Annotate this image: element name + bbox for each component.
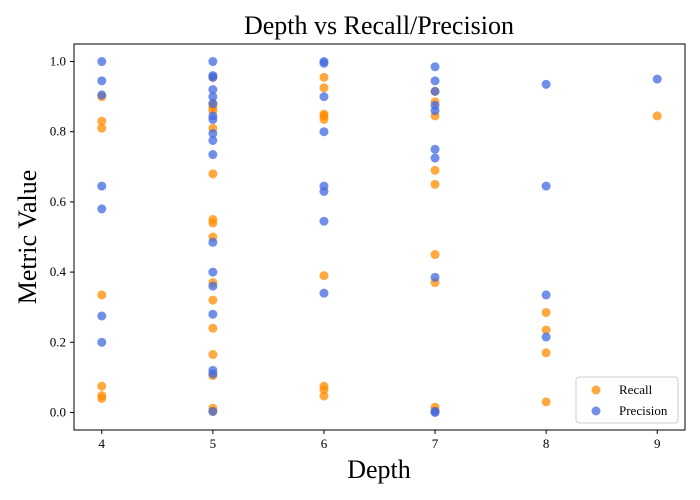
recall-point (541, 325, 551, 335)
precision-point (541, 79, 551, 89)
precision-point (430, 144, 440, 154)
legend-label-precision: Precision (619, 403, 668, 418)
precision-point (208, 99, 218, 109)
x-tick-label: 7 (432, 436, 439, 451)
recall-point (319, 271, 329, 281)
x-tick-label: 5 (210, 436, 217, 451)
precision-point (208, 309, 218, 319)
precision-point (208, 57, 218, 67)
recall-point (541, 397, 551, 407)
x-tick-label: 8 (543, 436, 550, 451)
recall-point (97, 123, 107, 133)
precision-point (208, 114, 218, 124)
precision-point (208, 267, 218, 277)
precision-point (430, 76, 440, 86)
recall-point (541, 307, 551, 317)
recall-point (97, 381, 107, 391)
precision-point (430, 407, 440, 417)
chart-title: Depth vs Recall/Precision (244, 11, 514, 40)
x-tick-label: 9 (654, 436, 661, 451)
precision-point (208, 128, 218, 138)
recall-point (319, 385, 329, 395)
precision-point (652, 74, 662, 84)
recall-point (541, 348, 551, 358)
precision-point (97, 337, 107, 347)
y-tick-label: 0.6 (50, 194, 67, 209)
recall-point (430, 165, 440, 175)
precision-point (430, 272, 440, 282)
precision-point (319, 186, 329, 196)
recall-point (319, 72, 329, 82)
recall-point (319, 391, 329, 401)
y-tick-label: 0.2 (50, 334, 66, 349)
precision-point (208, 72, 218, 82)
precision-point (430, 62, 440, 72)
legend-box (575, 376, 679, 424)
precision-point (430, 106, 440, 116)
precision-point (319, 127, 329, 137)
recall-point (97, 290, 107, 300)
y-axis-label: Metric Value (13, 170, 42, 305)
precision-point (541, 332, 551, 342)
precision-point (97, 57, 107, 67)
y-tick-label: 0.8 (50, 124, 66, 139)
precision-point (208, 92, 218, 102)
recall-point (319, 114, 329, 124)
recall-point (208, 295, 218, 305)
recall-point (319, 83, 329, 93)
precision-point (97, 311, 107, 321)
precision-point (541, 290, 551, 300)
recall-point (208, 218, 218, 228)
precision-point (208, 406, 218, 416)
x-tick-label: 6 (321, 436, 328, 451)
precision-point (208, 369, 218, 379)
x-axis-label: Depth (347, 455, 411, 484)
precision-point (319, 58, 329, 68)
precision-point (208, 237, 218, 247)
precision-point (97, 181, 107, 191)
recall-point (430, 250, 440, 260)
precision-point (319, 92, 329, 102)
legend: Recall Precision (575, 376, 679, 424)
precision-point (97, 76, 107, 86)
y-tick-label: 0.4 (50, 264, 67, 279)
recall-point (208, 350, 218, 360)
recall-point (208, 169, 218, 179)
series-precision (97, 57, 662, 417)
recall-point (97, 393, 107, 403)
precision-point (430, 86, 440, 96)
recall-point (430, 179, 440, 189)
recall-point (652, 111, 662, 121)
legend-marker-precision (591, 406, 601, 416)
precision-point (208, 281, 218, 291)
precision-point (541, 181, 551, 191)
precision-point (319, 288, 329, 298)
precision-point (319, 216, 329, 226)
y-tick-label: 1.0 (50, 54, 66, 69)
precision-point (208, 150, 218, 160)
x-tick-label: 4 (99, 436, 106, 451)
precision-point (208, 136, 218, 145)
series-recall (97, 72, 662, 416)
precision-point (208, 85, 218, 95)
legend-label-recall: Recall (619, 382, 653, 397)
precision-point (97, 90, 107, 100)
y-tick-label: 0.0 (50, 404, 66, 419)
precision-point (430, 153, 440, 163)
recall-point (208, 323, 218, 333)
recall-point (97, 116, 107, 126)
legend-marker-recall (591, 385, 601, 395)
plot-frame (73, 43, 686, 431)
precision-point (97, 204, 107, 214)
